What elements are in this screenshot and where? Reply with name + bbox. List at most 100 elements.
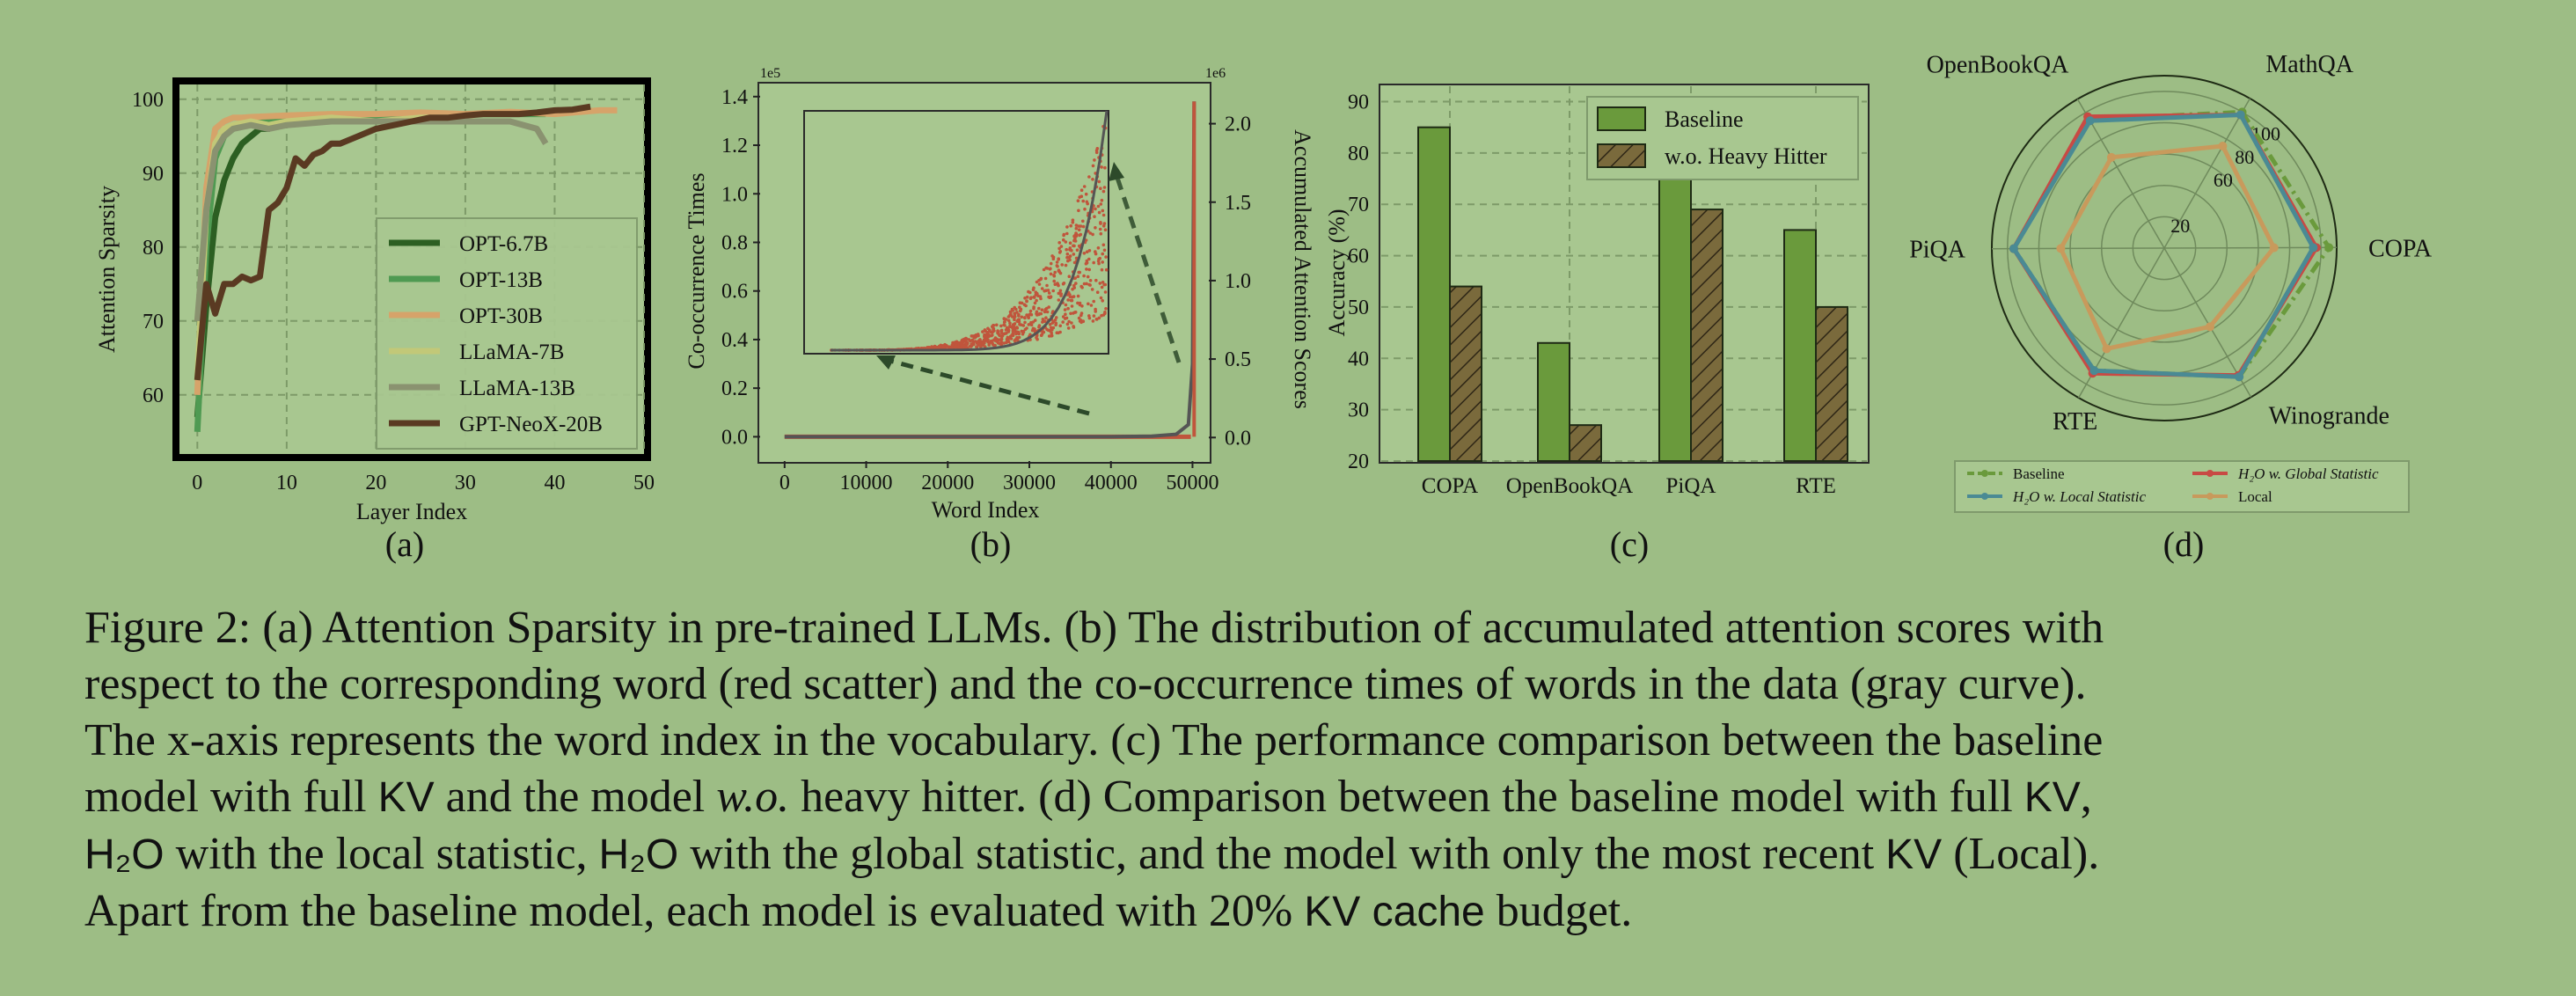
- caption-line-4: model with full KV and the model w.o. he…: [84, 769, 2513, 826]
- panel-b-inset-point: [1068, 248, 1072, 252]
- panel-b-inset-point: [1100, 165, 1103, 169]
- panel-b-inset-point: [955, 343, 958, 348]
- caption-text: model with full: [84, 772, 378, 822]
- panel-b-inset-point: [1014, 307, 1018, 311]
- panel-b-inset-point: [1045, 267, 1050, 270]
- panel-c-legend-label: Baseline: [1665, 106, 1744, 132]
- panel-b-inset-point: [1003, 320, 1006, 324]
- panel-b-inset-point: [1096, 260, 1101, 263]
- caption-line-5: H₂O with the local statistic, H₂O with t…: [84, 826, 2513, 883]
- panel-b-inset-point: [1015, 335, 1019, 340]
- panel-c-bar: [1690, 209, 1723, 462]
- panel-b-inset-point: [965, 341, 970, 346]
- panel-b-inset-point: [1027, 316, 1030, 320]
- panel-b-inset-point: [975, 345, 979, 349]
- caption-kv: KV: [1885, 831, 1943, 878]
- panel-b-inset-point: [1064, 303, 1068, 307]
- panel-b-inset-point: [1023, 316, 1027, 320]
- panel-b-ytick-right-label: 0.5: [1225, 348, 1251, 371]
- panel-b-inset-point: [1064, 240, 1068, 244]
- panel-b-inset-point: [1025, 299, 1028, 303]
- panel-b-inset-point: [1020, 329, 1024, 333]
- panel-d-series-point: [2309, 243, 2318, 253]
- panel-b-inset-point: [987, 334, 991, 339]
- panel-a-xtick-label: 30: [455, 472, 476, 494]
- panel-b-inset-point: [1076, 294, 1080, 298]
- panel-b-right-exponent: 1e6: [1205, 66, 1226, 81]
- panel-b-inset-point: [1058, 289, 1063, 293]
- panel-b-inset-point: [1050, 254, 1054, 258]
- panel-b-inset-point: [1092, 260, 1095, 265]
- panel-c-bar: [1537, 341, 1570, 462]
- panel-b-inset-point: [1103, 290, 1108, 294]
- panel-b-inset-point: [1069, 311, 1072, 316]
- panel-b-inset-point: [1065, 322, 1070, 326]
- panel-d-series-point: [2085, 116, 2095, 126]
- panel-b-inset-point: [1077, 224, 1080, 228]
- panel-a-series: [194, 103, 618, 432]
- panel-b-inset-point: [1072, 253, 1076, 256]
- panel-b-inset-point: [1059, 294, 1063, 297]
- panel-b-xtick-label: 0: [779, 472, 790, 494]
- panel-b-inset-point: [970, 334, 974, 338]
- caption-text: Apart from the baseline model, each mode…: [84, 886, 1255, 936]
- panel-b-inset-point: [926, 346, 929, 349]
- panel-b-inset-curve: [831, 110, 1109, 352]
- panel-b-inset-point: [1073, 237, 1077, 240]
- panel-b-ylabel-right: Accumulated Attention Scores: [1290, 129, 1315, 409]
- panel-d-label: (d): [2163, 524, 2205, 564]
- panel-d-series-point: [2056, 244, 2066, 253]
- panel-b-inset-point: [1060, 263, 1064, 267]
- panel-b-inset-point: [1081, 199, 1085, 203]
- panel-b-inset-point: [1100, 198, 1104, 202]
- caption-line-6: Apart from the baseline model, each mode…: [84, 883, 2513, 941]
- panel-b-inset-point: [1101, 213, 1106, 217]
- panel-b-inset-point: [1094, 310, 1097, 313]
- panel-b-inset-point: [1046, 328, 1050, 333]
- panel-c-ytick-label: 50: [1348, 297, 1369, 319]
- panel-a-legend-label: OPT-13B: [459, 268, 543, 292]
- panel-b-arrow-lower: [882, 356, 1090, 416]
- panel-b-inset-point: [1072, 283, 1076, 288]
- panel-c-ytick-label: 40: [1348, 348, 1369, 370]
- panel-b-inset-point: [1072, 295, 1076, 298]
- panel-b-inset-point: [1094, 278, 1098, 282]
- caption-text: budget.: [1484, 886, 1633, 936]
- panel-b-inset-point: [1021, 332, 1025, 336]
- panel-d-series-point: [2102, 344, 2111, 354]
- panel-b-inset-point: [1062, 282, 1066, 285]
- panel-b-inset-point: [1021, 324, 1026, 327]
- panel-b-inset-point: [1053, 318, 1057, 322]
- panel-b-inset-point: [1043, 289, 1046, 293]
- panel-b-inset-point: [1025, 313, 1028, 317]
- panel-b-inset-point: [1006, 326, 1010, 331]
- panel-b-inset-point: [1093, 215, 1096, 218]
- panel-a-ticks: 0 10 20 30 40 50 60 70 80 90 100: [132, 89, 655, 494]
- panel-c-ylabel: Accuracy (%): [1324, 209, 1350, 336]
- panel-b-inset-point: [1048, 267, 1052, 271]
- panel-b-inset-point: [1097, 316, 1101, 320]
- panel-d-series-point: [2205, 322, 2214, 332]
- panel-d-series-point: [2106, 152, 2116, 162]
- panel-b-inset-point: [1011, 309, 1014, 312]
- panel-b-scatter-chart: 0 10000 20000 30000 40000 50000 0.0 0.2 0.4 0.6 0.…: [684, 66, 1315, 564]
- panel-b-inset-point: [1043, 276, 1048, 281]
- panel-b-xlabel: Word Index: [932, 497, 1040, 523]
- panel-c-ytick-label: 30: [1348, 399, 1369, 422]
- panel-d-spoke: [1991, 247, 2165, 250]
- panel-b-inset-point: [1014, 331, 1019, 334]
- panel-b-inset-point: [1032, 306, 1036, 311]
- panel-b-inset-point: [971, 340, 976, 343]
- panel-d-series-point: [2009, 244, 2018, 253]
- panel-b-inset-point: [1104, 307, 1108, 311]
- panel-b-inset-point: [988, 330, 992, 333]
- panel-b-ylabel-left: Co-occurrence Times: [684, 172, 709, 369]
- panel-b-inset-point: [1013, 339, 1017, 342]
- panel-b-inset-point: [1069, 298, 1073, 303]
- panel-b-inset-point: [1051, 289, 1055, 293]
- panel-d-axis-label: RTE: [2053, 408, 2097, 436]
- panel-a-xlabel: Layer Index: [356, 499, 467, 524]
- panel-b-inset-point: [1050, 328, 1054, 332]
- panel-b-inset-point: [1032, 286, 1036, 290]
